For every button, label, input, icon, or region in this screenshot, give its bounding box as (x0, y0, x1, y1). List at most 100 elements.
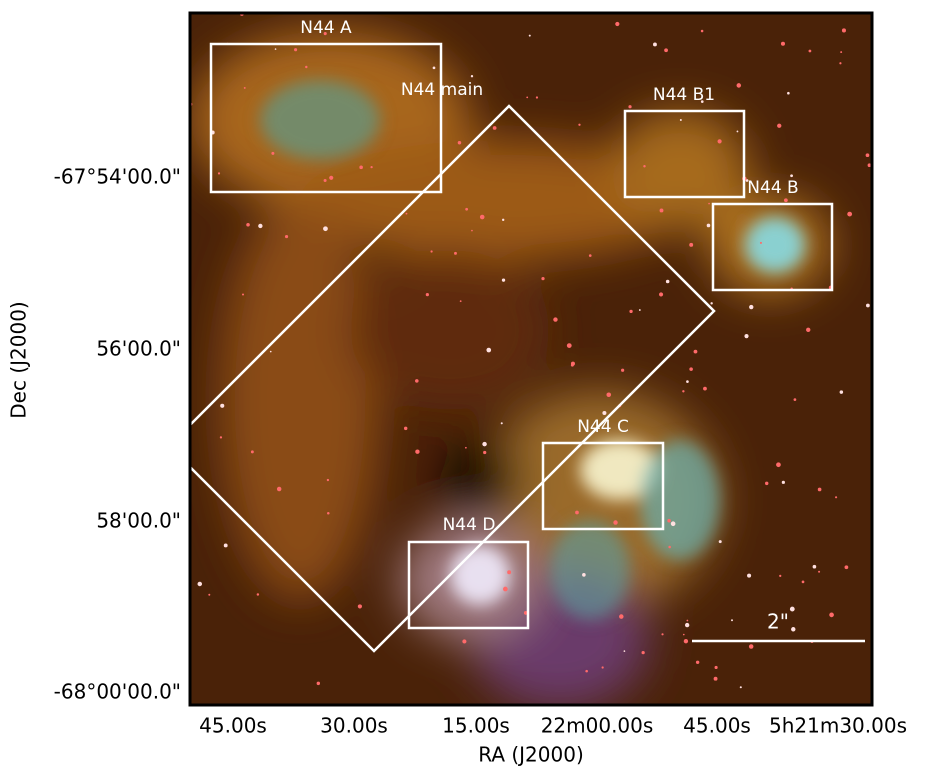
star (243, 86, 246, 89)
star (847, 211, 853, 217)
plot-frame (188, 11, 874, 707)
star (276, 486, 282, 492)
star (748, 644, 754, 649)
star (689, 367, 693, 371)
star (780, 41, 786, 46)
star (739, 686, 742, 689)
star (703, 386, 707, 391)
star (718, 540, 722, 544)
star (258, 223, 263, 229)
star (736, 83, 742, 88)
star (841, 28, 846, 33)
star (223, 543, 228, 548)
star (507, 570, 512, 575)
star (326, 478, 330, 482)
star (686, 619, 689, 622)
star (787, 91, 790, 95)
star (526, 96, 529, 99)
star (578, 123, 581, 126)
y-tick-label: -67°54'00.0" (54, 165, 181, 189)
star (459, 300, 462, 303)
star (776, 462, 781, 468)
star (844, 565, 849, 570)
star (759, 241, 762, 244)
star (501, 218, 505, 222)
star (661, 633, 664, 636)
x-tick-label: 5h21m30.00s (769, 714, 907, 738)
star (708, 202, 710, 205)
star (777, 123, 782, 128)
star (492, 126, 497, 130)
star (829, 612, 834, 618)
region-label: N44 B (747, 178, 798, 198)
star (500, 422, 503, 425)
star (575, 510, 579, 515)
x-tick-label: 15.00s (442, 714, 510, 738)
star (425, 293, 429, 297)
star (682, 633, 685, 636)
star (779, 574, 782, 578)
x-tick-label: 30.00s (320, 714, 388, 738)
star (731, 619, 733, 622)
region-box (209, 42, 443, 194)
star (747, 573, 752, 578)
star (359, 165, 363, 170)
star (667, 518, 671, 523)
x-tick-label: 45.00s (199, 714, 267, 738)
star (454, 251, 457, 255)
star (570, 361, 575, 366)
star (623, 650, 626, 652)
star (415, 449, 420, 454)
region-box (407, 540, 530, 630)
star (541, 276, 545, 281)
star (693, 349, 698, 354)
y-tick-label: 58'00.0" (96, 509, 181, 533)
region-label: N44 main (401, 80, 483, 100)
star (250, 450, 254, 454)
star (865, 153, 870, 158)
star (566, 343, 572, 348)
star (479, 214, 485, 220)
star (329, 175, 334, 180)
star (686, 380, 689, 383)
star (284, 235, 289, 239)
y-axis-label: Dec (J2000) (7, 301, 31, 418)
star (793, 398, 797, 402)
star (553, 317, 558, 322)
y-tick-label: 56'00.0" (96, 337, 181, 361)
star (370, 166, 373, 169)
star (305, 65, 308, 69)
star (465, 207, 469, 211)
star (713, 676, 718, 681)
star (710, 302, 713, 305)
star (501, 278, 506, 282)
star (256, 593, 260, 596)
star (316, 681, 321, 686)
star (628, 105, 632, 109)
star (274, 48, 277, 50)
star (817, 487, 822, 492)
star (405, 212, 408, 215)
region-box (623, 109, 746, 199)
star (582, 573, 586, 577)
star (682, 390, 685, 393)
star (415, 379, 419, 383)
star (783, 198, 788, 203)
scale-bar-label: 2" (767, 610, 789, 634)
star (695, 660, 700, 664)
star (638, 309, 641, 311)
star (839, 390, 844, 394)
star (271, 151, 275, 155)
star (486, 347, 492, 353)
star (601, 666, 604, 669)
star (700, 29, 704, 33)
star (744, 334, 749, 339)
star (818, 570, 821, 573)
region-label: N44 D (443, 515, 496, 535)
star (523, 611, 528, 615)
star (717, 139, 722, 144)
region-label: N44 C (577, 417, 629, 437)
star (197, 581, 203, 587)
star (588, 254, 592, 257)
